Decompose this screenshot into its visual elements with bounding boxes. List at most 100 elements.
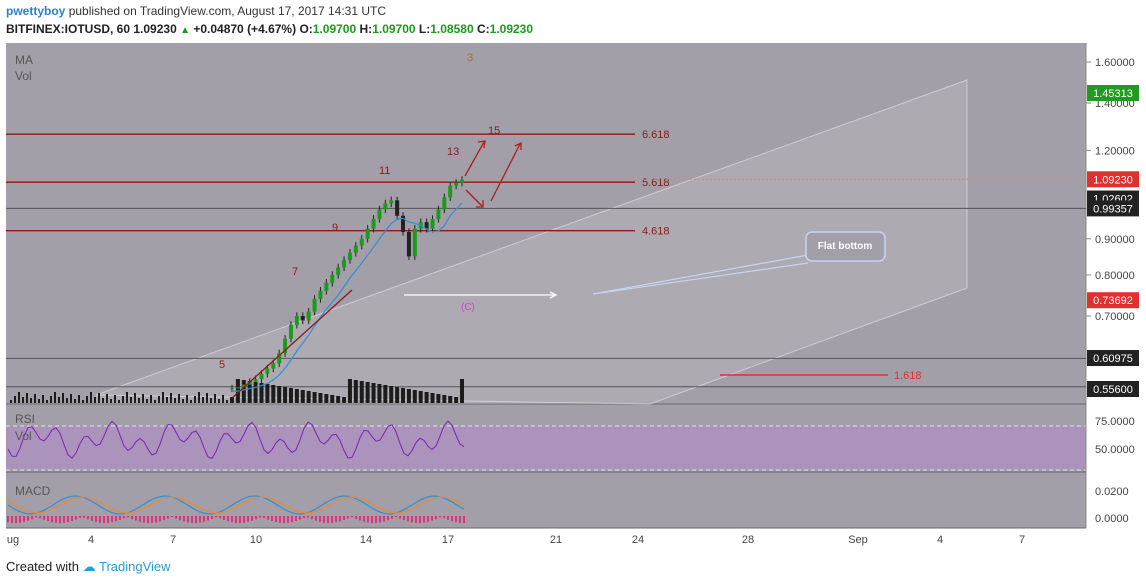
- candle-body: [235, 387, 240, 389]
- candle-body: [265, 368, 270, 374]
- price-tick-label: 1.20000: [1095, 145, 1135, 157]
- macd-hist-bar: [43, 516, 45, 520]
- macd-pane-bg: [6, 472, 1086, 528]
- volume-bar: [134, 393, 136, 403]
- volume-bar: [30, 398, 32, 403]
- macd-hist-bar: [363, 516, 365, 522]
- macd-legend[interactable]: MACD: [15, 484, 51, 498]
- macd-hist-bar: [163, 516, 165, 521]
- volume-bar: [122, 396, 124, 403]
- tradingview-brand[interactable]: TradingView: [99, 559, 171, 574]
- macd-hist-bar: [195, 516, 197, 524]
- rsi-tick-label: 50.0000: [1095, 444, 1135, 456]
- macd-hist-bar: [35, 516, 37, 518]
- flat-bottom-arrow: [404, 291, 558, 299]
- callout-box[interactable]: [805, 231, 886, 262]
- time-tick-label: 7: [170, 534, 176, 546]
- macd-hist-bar: [307, 516, 309, 518]
- macd-hist-bar: [431, 516, 433, 521]
- volume-bar: [230, 397, 234, 403]
- volume-bar: [178, 394, 180, 403]
- price-axis[interactable]: 1.60000 1.40000 1.20000 0.90000 0.80000 0.700…: [1086, 57, 1135, 525]
- callout-pointer: [592, 254, 809, 295]
- macd-hist-bar: [255, 516, 257, 520]
- wave-label-5: 5: [219, 359, 225, 371]
- candle-body: [300, 316, 305, 321]
- arrow-down: [465, 189, 483, 207]
- volume-bar: [94, 397, 96, 403]
- rsi-vol-legend[interactable]: Vol: [15, 429, 32, 443]
- volume-bar: [142, 394, 144, 403]
- macd-hist-bar: [95, 516, 97, 522]
- macd-hist-bar: [55, 516, 57, 523]
- volume-bar: [265, 384, 270, 403]
- rsi-legend[interactable]: RSI: [15, 412, 35, 426]
- price-tick-label: 0.80000: [1095, 270, 1135, 282]
- volume-bar: [54, 392, 56, 403]
- candle-body: [401, 215, 406, 233]
- volume-bar: [353, 380, 358, 403]
- trend-line: [231, 289, 353, 399]
- volume-bar: [10, 400, 12, 403]
- macd-hist-bar: [199, 516, 201, 523]
- volume-bar: [412, 390, 417, 403]
- volume-bar: [436, 394, 441, 403]
- macd-hist-bar: [251, 516, 253, 521]
- candle-body: [342, 259, 347, 268]
- macd-hist-bar: [395, 516, 397, 518]
- volume-bar: [324, 394, 329, 403]
- macd-hist-bar: [91, 516, 93, 521]
- vol-legend[interactable]: Vol: [15, 69, 32, 83]
- macd-hist-bar: [47, 516, 49, 522]
- open-value: 1.09700: [312, 22, 357, 36]
- ma-legend[interactable]: MA: [15, 53, 33, 67]
- tradingview-logo-icon[interactable]: ☁: [82, 559, 96, 574]
- volume-bar: [210, 398, 212, 403]
- price-badge: [1087, 171, 1139, 188]
- arrow-up-1-head: [477, 140, 486, 149]
- volume-bar: [330, 395, 335, 403]
- volume-bar: [418, 391, 423, 403]
- time-tick-label: 4: [937, 534, 943, 546]
- candle-body: [365, 228, 370, 239]
- volume-bar: [150, 395, 152, 403]
- volume-bar: [106, 394, 108, 403]
- volume-bar: [190, 400, 192, 403]
- volume-bar: [222, 395, 224, 403]
- candle-body: [406, 232, 411, 257]
- macd-hist-bar: [435, 516, 437, 520]
- macd-hist-bar: [239, 516, 241, 524]
- macd-group: [7, 495, 465, 524]
- arrow-down-head: [476, 200, 484, 208]
- macd-hist-bar: [355, 516, 357, 519]
- callout-pointer-line-2: [592, 262, 809, 295]
- volume-bar: [78, 395, 80, 403]
- macd-hist-bar: [347, 516, 349, 519]
- macd-hist-bar: [171, 516, 173, 518]
- author-name[interactable]: pwettyboy: [6, 4, 66, 18]
- macd-hist-bar: [375, 516, 377, 523]
- macd-hist-bar: [299, 516, 301, 520]
- candle-body: [330, 274, 335, 283]
- volume-bar: [253, 382, 258, 403]
- fib-label: 5.618: [642, 177, 670, 189]
- volume-bar: [186, 395, 188, 403]
- macd-hist-bar: [367, 516, 369, 523]
- volume-bar: [312, 392, 317, 403]
- volume-bar: [146, 399, 148, 403]
- volume-bar: [342, 397, 347, 403]
- open-label: O:: [299, 22, 313, 36]
- macd-hist-bar: [103, 516, 105, 524]
- time-tick-label: ug: [7, 534, 19, 546]
- macd-hist-bar: [387, 516, 389, 521]
- volume-bar: [126, 392, 128, 403]
- time-axis[interactable]: ug 4 7 10 14 17 21 24 28 Sep 4 7: [7, 534, 1025, 546]
- candle-body: [318, 290, 323, 299]
- price-badge-label: 1.09230: [1093, 174, 1133, 186]
- macd-hist-bar: [447, 516, 449, 520]
- macd-hist-bar: [331, 516, 333, 523]
- macd-hist-bar: [111, 516, 113, 523]
- close-label: C:: [476, 22, 490, 36]
- price-tick-label: 0.70000: [1095, 311, 1135, 323]
